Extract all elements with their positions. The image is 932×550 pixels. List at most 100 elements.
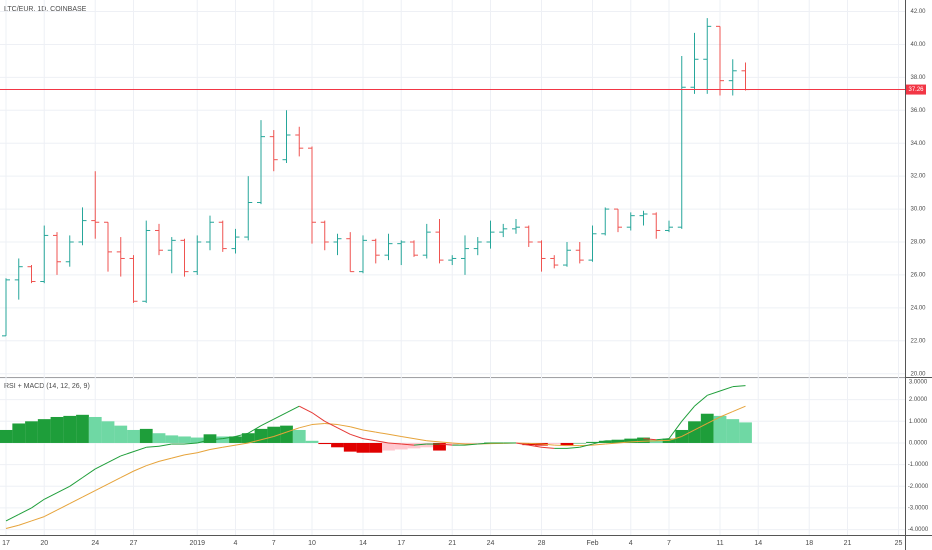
histogram-bar — [25, 421, 38, 443]
signal-line — [719, 411, 733, 418]
signal-line — [120, 470, 134, 479]
macd-line — [146, 445, 160, 448]
macd-line — [362, 438, 376, 442]
signal-line — [69, 496, 83, 505]
histogram-bar — [445, 442, 459, 446]
macd-line — [668, 421, 683, 439]
macd-line — [413, 443, 427, 446]
histogram-bar — [37, 419, 51, 443]
y-tick-label: 1.0000 — [909, 419, 928, 425]
macd-line — [235, 432, 249, 437]
x-tick-label: 24 — [487, 540, 495, 547]
signal-line — [617, 441, 631, 444]
chart-title: LTC/EUR, 1D, COINBASE — [4, 6, 87, 13]
signal-line — [630, 440, 644, 443]
histogram-bar — [560, 442, 574, 446]
x-tick-label: 14 — [359, 540, 367, 547]
signal-line — [694, 423, 708, 431]
signal-line — [299, 424, 313, 429]
macd-line — [630, 438, 644, 441]
histogram-bar — [649, 439, 663, 443]
signal-line — [146, 460, 160, 467]
signal-line — [592, 443, 606, 446]
macd-line — [528, 444, 542, 448]
signal-line — [426, 440, 440, 443]
y-tick-label: 2.0000 — [909, 397, 928, 403]
y-tick-label: 34.00 — [910, 141, 926, 147]
macd-line — [273, 412, 287, 420]
x-tick-label: 17 — [2, 540, 10, 547]
x-tick-label: 20 — [40, 540, 48, 547]
macd-line — [222, 435, 236, 440]
macd-line — [260, 418, 274, 427]
x-tick-label: 7 — [272, 540, 276, 547]
histogram-bar — [688, 421, 701, 443]
histogram-bar — [433, 442, 446, 451]
signal-line — [668, 435, 682, 441]
histogram-bar — [139, 428, 153, 443]
y-tick-label: 20.00 — [910, 371, 926, 377]
macd-line — [69, 477, 83, 487]
y-tick-label: 22.00 — [910, 338, 926, 344]
histogram-bar — [292, 429, 306, 443]
macd-line — [18, 507, 32, 515]
histogram-bar — [713, 415, 727, 443]
y-tick-label: 32.00 — [910, 174, 926, 180]
macd-line — [375, 440, 389, 444]
histogram-bar — [216, 436, 230, 443]
signal-line — [375, 431, 389, 435]
y-tick-label: 40.00 — [910, 42, 926, 48]
histogram-bar — [88, 416, 102, 443]
x-tick-label: 17 — [397, 540, 405, 547]
y-tick-label: -2.0000 — [908, 484, 929, 490]
y-tick-label: 26.00 — [910, 273, 926, 279]
x-tick-label: 7 — [667, 540, 671, 547]
macd-line — [350, 433, 364, 440]
histogram-bar — [101, 421, 115, 443]
signal-line — [5, 524, 19, 529]
macd-line — [209, 438, 223, 441]
macd-line — [197, 439, 211, 444]
macd-line — [401, 443, 415, 446]
macd-line — [579, 443, 593, 448]
signal-line — [197, 448, 211, 454]
signal-line — [95, 483, 109, 492]
signal-line — [337, 424, 351, 428]
macd-line — [324, 420, 338, 429]
macd-line — [247, 425, 262, 434]
x-tick-label: 28 — [538, 540, 546, 547]
macd-line — [643, 438, 657, 441]
signal-line — [260, 435, 274, 441]
signal-line — [350, 426, 364, 431]
macd-line — [541, 446, 555, 449]
histogram-bar — [522, 442, 536, 446]
x-tick-label: 18 — [805, 540, 813, 547]
histogram-bar — [152, 433, 166, 443]
macd-line — [439, 443, 453, 446]
macd-line — [515, 442, 529, 446]
histogram-bar — [178, 436, 191, 443]
histogram-bar — [356, 442, 370, 453]
macd-line — [82, 468, 96, 479]
y-tick-label: 42.00 — [910, 9, 926, 15]
histogram-bar — [394, 442, 408, 450]
signal-line — [452, 442, 466, 445]
signal-line — [171, 454, 185, 459]
y-tick-label: 24.00 — [910, 305, 926, 311]
y-tick-label: 38.00 — [910, 75, 926, 81]
macd-line — [56, 485, 70, 494]
y-tick-label: 3.0000 — [909, 380, 928, 386]
x-tick-label: Feb — [586, 540, 598, 547]
signal-line — [605, 442, 619, 445]
signal-line — [311, 422, 325, 426]
macd-line — [299, 405, 313, 414]
signal-line — [158, 457, 172, 462]
macd-line — [133, 446, 147, 453]
signal-line — [222, 444, 236, 448]
signal-line — [44, 509, 58, 518]
x-tick-label: 25 — [895, 540, 903, 547]
y-tick-label: 36.00 — [910, 108, 926, 114]
x-tick-label: 10 — [308, 540, 316, 547]
macd-line — [732, 385, 746, 388]
histogram-bar — [114, 425, 128, 443]
